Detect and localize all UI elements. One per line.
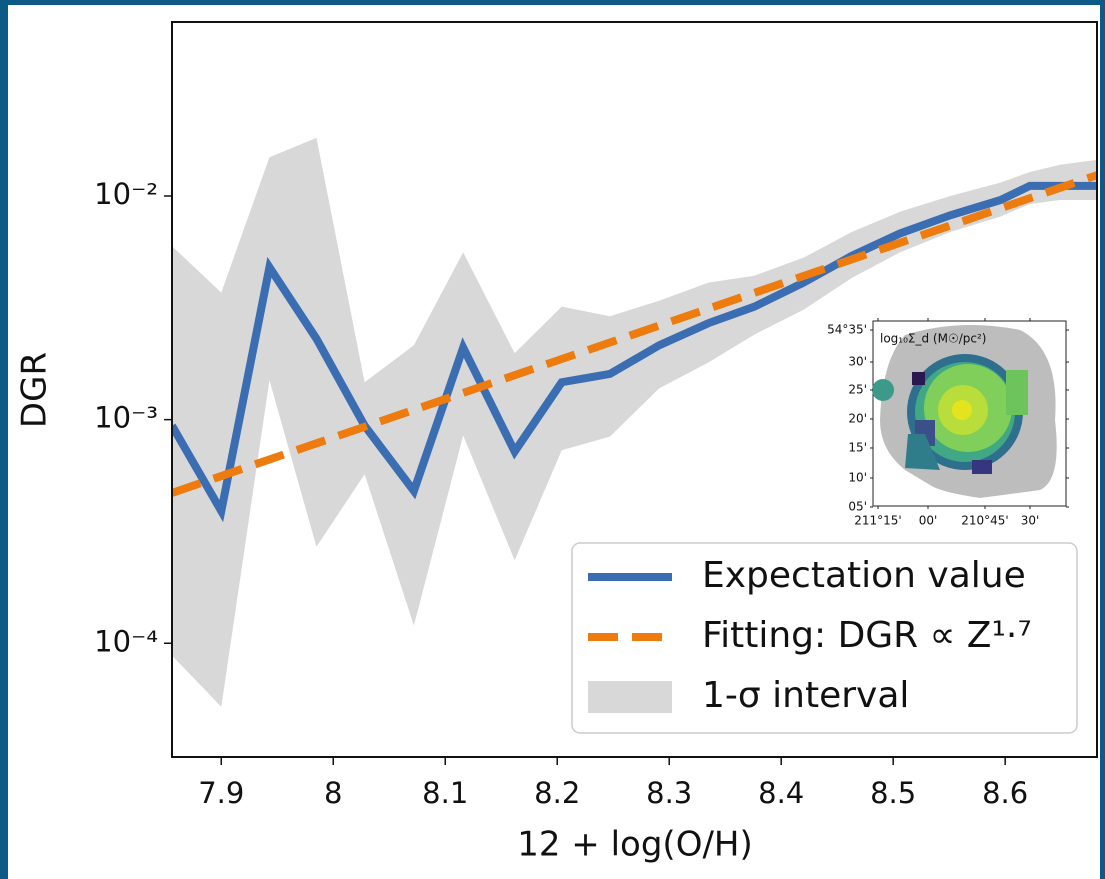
x-axis-label: 12 + log(O/H) [517, 825, 753, 865]
x-tick-label: 8.3 [646, 776, 692, 810]
inset-y-label: 05' [848, 500, 867, 514]
plot-area [172, 137, 1097, 707]
y-tick-label: 10⁻³ [94, 401, 158, 435]
x-tick-label: 8.4 [758, 776, 804, 810]
legend-box [571, 542, 1078, 734]
inset-title: log₁₀Σ_d (M☉/pc²) [880, 332, 986, 346]
interval-band [172, 137, 1097, 707]
axes-frame [171, 21, 1098, 758]
x-tick-label: 8.6 [982, 776, 1028, 810]
inset-y-label: 54°35' [827, 323, 867, 337]
inset-y-label: 25' [848, 383, 867, 397]
x-tick-label: 8 [324, 776, 342, 810]
y-tick-label: 10⁻² [94, 177, 158, 211]
x-tick-label: 8.2 [534, 776, 580, 810]
data-line [172, 181, 1097, 523]
x-tick-label: 8.5 [870, 776, 916, 810]
inset-y-label: 10' [848, 471, 867, 485]
y-axis-label: DGR [15, 352, 55, 428]
legend-label: Fitting: DGR ∝ Z¹·⁷ [702, 615, 1032, 656]
legend-label: 1-σ interval [702, 675, 909, 716]
legend-swatch [588, 681, 672, 713]
legend-label: Expectation value [702, 555, 1026, 596]
x-tick-label: 7.9 [198, 776, 244, 810]
y-tick-label: 10⁻⁴ [94, 624, 158, 658]
inset-y-label: 15' [848, 441, 867, 455]
inset-x-label: 210°45' [961, 514, 1008, 528]
inset-y-label: 30' [848, 355, 867, 369]
legend: Expectation value Fitting: DGR ∝ Z¹·⁷ 1-σ … [571, 542, 1078, 734]
inset-x-label: 211°15' [854, 514, 901, 528]
inset-x-label: 00' [919, 514, 938, 528]
inset-x-label: 30' [1021, 514, 1040, 528]
x-tick-label: 8.1 [422, 776, 468, 810]
inset-y-label: 20' [848, 412, 867, 426]
fit-line [172, 171, 1097, 497]
inset-map: log₁₀Σ_d (M☉/pc²) 54°35' 30' 25' 20' 15' 10' 0… [827, 318, 1069, 528]
